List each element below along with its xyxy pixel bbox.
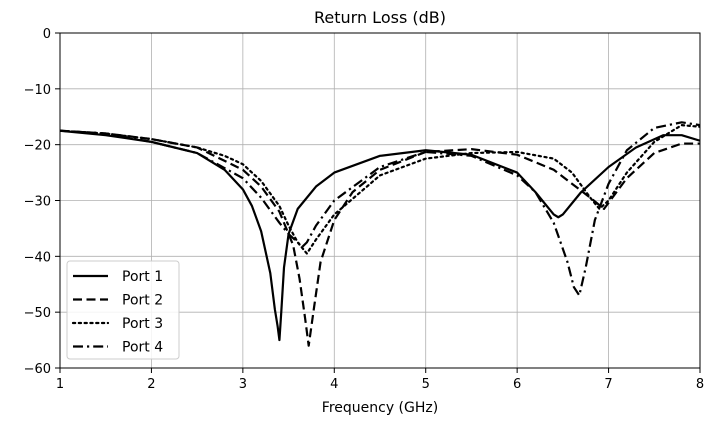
x-tick-label: 1 xyxy=(56,377,64,392)
legend-box xyxy=(66,260,180,360)
legend-label-port-3: Port 3 xyxy=(122,316,163,332)
x-tick-label: 5 xyxy=(422,377,430,392)
series-line-port-3 xyxy=(60,124,700,255)
series-line-port-1 xyxy=(60,129,700,342)
series-line-port-2 xyxy=(60,129,700,347)
legend-label-port-4: Port 4 xyxy=(122,340,163,356)
x-tick-label: 4 xyxy=(330,377,338,392)
legend: Port 1 Port 2 Port 3 Port 4 xyxy=(66,260,180,360)
x-tick-label: 8 xyxy=(696,377,704,392)
chart-title: Return Loss (dB) xyxy=(314,8,446,27)
legend-label-port-1: Port 1 xyxy=(122,269,163,285)
y-tick-label: −20 xyxy=(24,139,51,154)
series-layer xyxy=(60,121,700,347)
series-line-port-4 xyxy=(60,121,700,297)
legend-label-port-2: Port 2 xyxy=(122,293,163,309)
x-tick-label: 6 xyxy=(513,377,521,392)
y-tick-label: 0 xyxy=(43,27,51,42)
x-tick-label: 2 xyxy=(147,377,155,392)
x-tick-label: 3 xyxy=(239,377,247,392)
y-tick-label: −40 xyxy=(24,250,51,265)
y-tick-label: −50 xyxy=(24,306,51,321)
y-tick-label: −60 xyxy=(24,362,51,377)
y-tick-label: −10 xyxy=(24,83,51,98)
y-axis-ticks: 0 −10 −20 −30 −40 −50 −60 xyxy=(24,27,60,377)
x-axis-ticks: 1 2 3 4 5 6 7 8 xyxy=(56,368,704,392)
y-tick-label: −30 xyxy=(24,195,51,210)
x-tick-label: 7 xyxy=(604,377,612,392)
x-axis-label: Frequency (GHz) xyxy=(322,400,438,416)
